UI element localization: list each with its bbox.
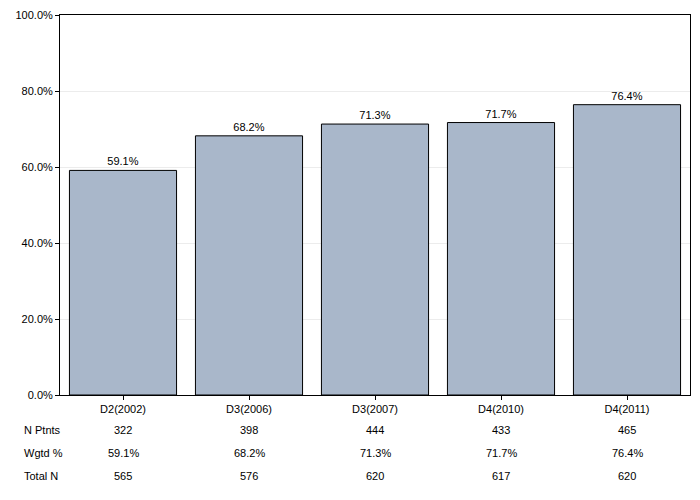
svg-text:Wgtd %: Wgtd % — [24, 447, 63, 459]
svg-text:60.0%: 60.0% — [22, 161, 53, 173]
svg-text:576: 576 — [240, 470, 258, 482]
svg-text:71.7%: 71.7% — [486, 447, 517, 459]
svg-text:D4(2011): D4(2011) — [604, 403, 649, 415]
svg-text:76.4%: 76.4% — [611, 90, 642, 102]
svg-text:71.3%: 71.3% — [360, 447, 391, 459]
svg-text:565: 565 — [114, 470, 132, 482]
svg-text:398: 398 — [240, 424, 258, 436]
svg-text:0.0%: 0.0% — [28, 389, 53, 401]
svg-text:68.2%: 68.2% — [234, 447, 265, 459]
svg-text:71.3%: 71.3% — [359, 109, 390, 121]
svg-text:465: 465 — [618, 424, 636, 436]
svg-text:322: 322 — [114, 424, 132, 436]
svg-text:433: 433 — [492, 424, 510, 436]
svg-text:D2(2002): D2(2002) — [100, 403, 146, 415]
svg-text:D3(2006): D3(2006) — [226, 403, 272, 415]
svg-text:71.7%: 71.7% — [485, 108, 516, 120]
svg-text:620: 620 — [366, 470, 384, 482]
svg-text:59.1%: 59.1% — [108, 447, 139, 459]
svg-text:Total N: Total N — [24, 470, 58, 482]
svg-text:20.0%: 20.0% — [22, 313, 53, 325]
svg-text:N Ptnts: N Ptnts — [24, 424, 61, 436]
svg-text:80.0%: 80.0% — [22, 85, 53, 97]
svg-text:620: 620 — [618, 470, 636, 482]
svg-text:444: 444 — [366, 424, 384, 436]
svg-text:D4(2010): D4(2010) — [478, 403, 524, 415]
svg-text:40.0%: 40.0% — [22, 237, 53, 249]
svg-text:59.1%: 59.1% — [107, 155, 138, 167]
svg-text:D3(2007): D3(2007) — [352, 403, 398, 415]
svg-text:100.0%: 100.0% — [15, 9, 53, 21]
svg-text:76.4%: 76.4% — [612, 447, 643, 459]
svg-text:617: 617 — [492, 470, 510, 482]
svg-text:68.2%: 68.2% — [233, 121, 264, 133]
